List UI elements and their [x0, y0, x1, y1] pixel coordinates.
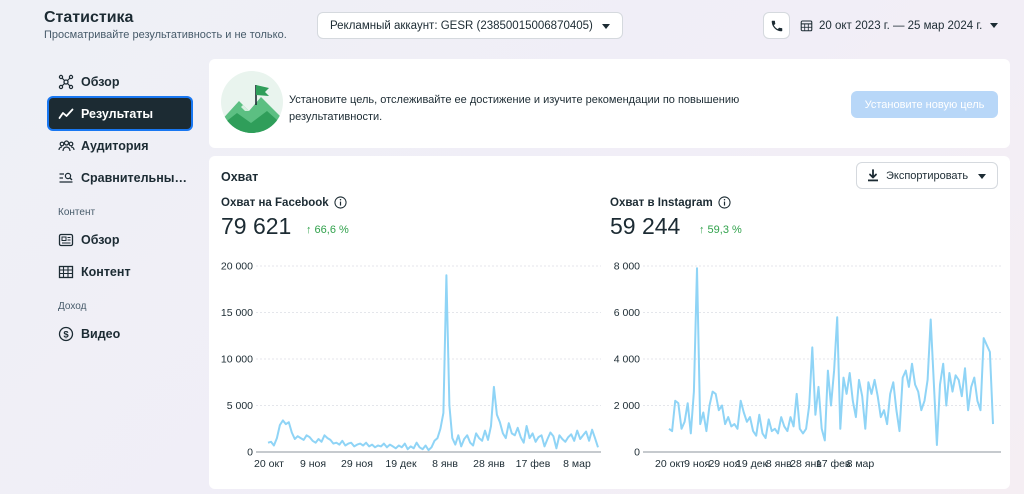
- x-tick-label: 29 ноя: [341, 458, 373, 470]
- facebook-reach-label: Охват на Facebook: [221, 196, 347, 209]
- sidebar-item-label: Аудитория: [81, 138, 149, 153]
- set-new-goal-button[interactable]: Установите новую цель: [851, 91, 998, 118]
- x-tick-label: 28 янв: [473, 458, 505, 470]
- info-icon[interactable]: [718, 196, 731, 209]
- x-tick-label: 17 фев: [516, 458, 551, 470]
- y-tick-label: 0: [247, 447, 253, 459]
- chevron-down-icon: [602, 24, 610, 29]
- goal-card: Установите цель, отслеживайте ее достиже…: [209, 59, 1010, 148]
- page-title: Статистика: [44, 9, 134, 26]
- compare-icon: [57, 169, 75, 187]
- chevron-down-icon: [978, 174, 986, 179]
- download-icon: [867, 169, 879, 182]
- sidebar-item-audience[interactable]: Аудитория: [49, 130, 191, 161]
- goal-description: Установите цель, отслеживайте ее достиже…: [289, 94, 740, 123]
- sidebar-item-label: Видео: [81, 326, 121, 341]
- reach-series-line: [267, 274, 599, 452]
- y-tick-label: 6 000: [614, 307, 640, 319]
- overview-icon: [57, 231, 75, 249]
- sidebar-item-content-overview[interactable]: Обзор: [49, 224, 191, 255]
- sidebar-item-label: Контент: [81, 264, 131, 279]
- x-tick-label: 20 окт: [655, 458, 685, 470]
- x-tick-label: 8 янв: [766, 458, 792, 470]
- instagram-reach-label-text: Охват в Instagram: [610, 196, 713, 209]
- y-tick-label: 2 000: [614, 400, 640, 412]
- facebook-reach-chart: 0 5 000 10 000 15 000 20 000 20 окт 9 ноя 29 но…: [221, 261, 601, 470]
- x-tick-label: 29 ноя: [708, 458, 740, 470]
- ad-account-label: Рекламный аккаунт: GESR (238500150068704…: [330, 19, 593, 32]
- sidebar-item-label: Сравнительны…: [81, 170, 187, 185]
- y-tick-label: 20 000: [221, 261, 253, 273]
- trend-icon: [57, 105, 75, 123]
- x-tick-label: 8 мар: [847, 458, 875, 470]
- x-tick-label: 8 мар: [563, 458, 591, 470]
- instagram-reach-label: Охват в Instagram: [610, 196, 731, 209]
- page-subtitle: Просматривайте результативность и не тол…: [44, 29, 287, 41]
- phone-button[interactable]: [763, 12, 790, 39]
- x-tick-label: 20 окт: [254, 458, 284, 470]
- sidebar-item-results[interactable]: Результаты: [49, 98, 191, 129]
- people-icon: [57, 137, 75, 155]
- x-tick-label: 19 дек: [385, 458, 417, 470]
- instagram-reach-change: ↑ 59,3 %: [699, 224, 742, 236]
- info-icon[interactable]: [334, 196, 347, 209]
- y-tick-label: 0: [634, 447, 640, 459]
- x-tick-label: 9 ноя: [300, 458, 326, 470]
- instagram-reach-value: 59 244: [610, 213, 681, 239]
- y-tick-label: 5 000: [227, 400, 253, 412]
- x-tick-label: 8 янв: [432, 458, 458, 470]
- sidebar-item-label: Результаты: [81, 106, 154, 121]
- dollar-icon: $: [57, 325, 75, 343]
- date-range-picker[interactable]: 20 окт 2023 г. — 25 мар 2024 г.: [800, 12, 1005, 39]
- goal-flag-illustration: [221, 71, 283, 138]
- export-button[interactable]: Экспортировать: [856, 162, 998, 189]
- sidebar-item-label: Обзор: [81, 74, 120, 89]
- chevron-down-icon: [990, 23, 999, 28]
- ad-account-dropdown[interactable]: Рекламный аккаунт: GESR (238500150068704…: [317, 12, 623, 39]
- facebook-reach-label-text: Охват на Facebook: [221, 196, 329, 209]
- facebook-reach-change: ↑ 66,6 %: [306, 224, 349, 236]
- sidebar-section-income: Доход: [58, 301, 87, 312]
- reach-series-line: [668, 267, 994, 446]
- reach-section-title: Охват: [221, 170, 259, 184]
- export-label: Экспортировать: [886, 169, 969, 182]
- x-tick-label: 28 янв: [790, 458, 822, 470]
- y-tick-label: 8 000: [614, 261, 640, 273]
- x-tick-label: 17 фев: [816, 458, 851, 470]
- svg-text:$: $: [63, 329, 69, 340]
- network-icon: [57, 73, 75, 91]
- y-tick-label: 4 000: [614, 354, 640, 366]
- x-tick-label: 9 ноя: [684, 458, 710, 470]
- sidebar-item-benchmark[interactable]: Сравнительны…: [49, 162, 191, 193]
- sidebar-item-overview[interactable]: Обзор: [49, 66, 191, 97]
- date-range-label: 20 окт 2023 г. — 25 мар 2024 г.: [819, 19, 983, 32]
- x-tick-label: 19 дек: [736, 458, 768, 470]
- calendar-icon: [800, 19, 813, 32]
- sidebar-item-label: Обзор: [81, 232, 120, 247]
- sidebar-item-video[interactable]: $ Видео: [49, 318, 191, 349]
- y-tick-label: 15 000: [221, 307, 253, 319]
- sidebar-item-content[interactable]: Контент: [49, 256, 191, 287]
- table-icon: [57, 263, 75, 281]
- reach-card: Охват Экспортировать Охват на Facebook 7…: [209, 156, 1010, 489]
- phone-icon: [771, 20, 782, 31]
- facebook-reach-value: 79 621: [221, 213, 292, 239]
- sidebar-section-content: Контент: [58, 207, 96, 218]
- y-tick-label: 10 000: [221, 354, 253, 366]
